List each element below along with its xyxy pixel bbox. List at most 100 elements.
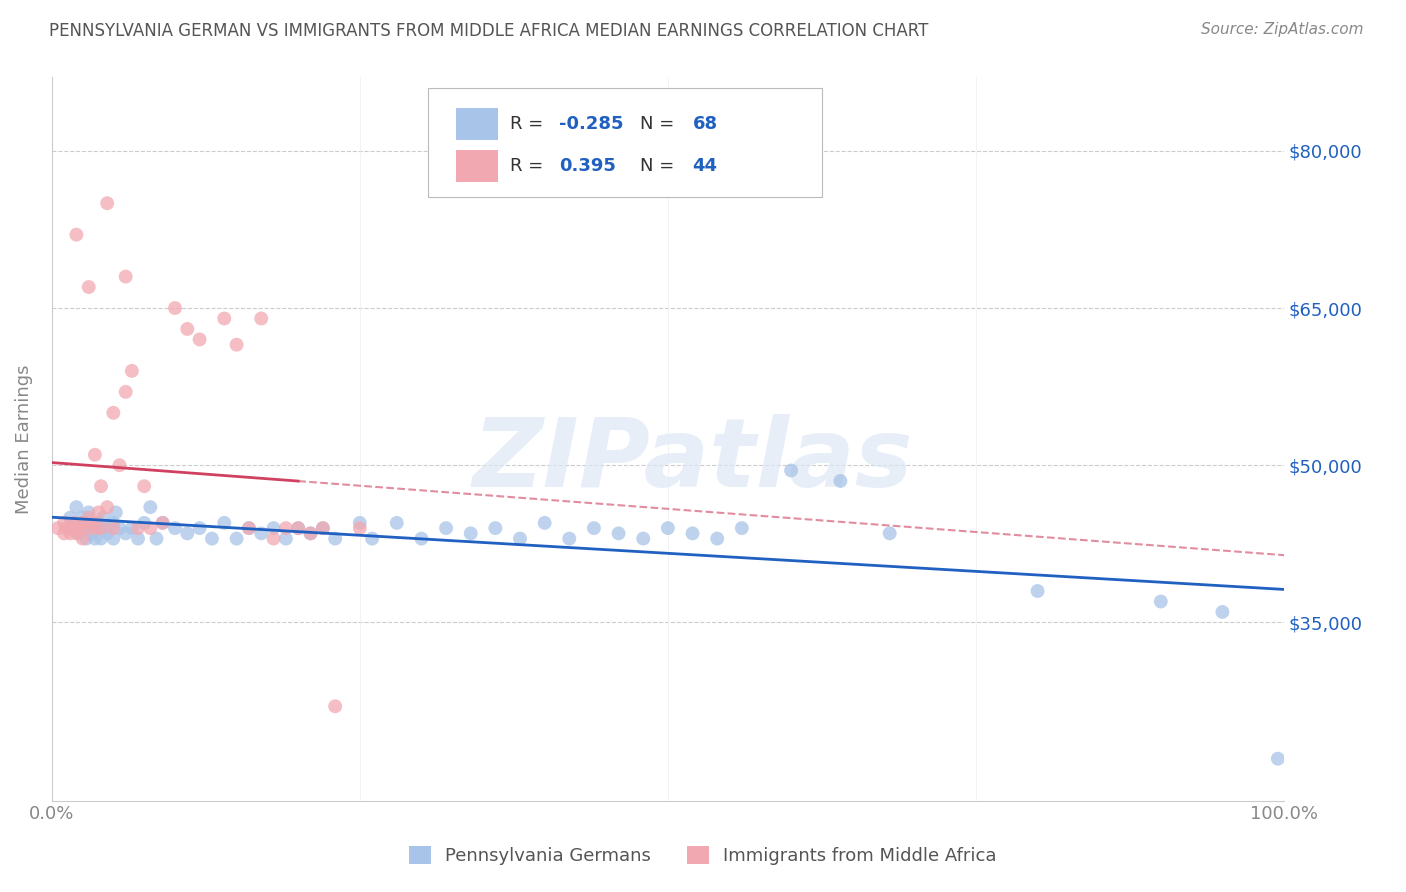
Point <box>385 516 408 530</box>
Point <box>312 521 335 535</box>
Point <box>830 474 852 488</box>
Point <box>509 532 531 546</box>
Point <box>460 526 482 541</box>
Point <box>63 516 86 530</box>
Point <box>77 505 100 519</box>
Point <box>75 532 97 546</box>
Point <box>139 500 162 515</box>
Point <box>80 516 103 530</box>
Point <box>607 526 630 541</box>
Text: ZIPatlas: ZIPatlas <box>472 414 912 508</box>
Point <box>139 521 162 535</box>
Point <box>63 516 86 530</box>
Point <box>176 526 198 541</box>
Point <box>533 516 555 530</box>
Point <box>152 516 174 530</box>
Point <box>59 510 82 524</box>
Point <box>706 532 728 546</box>
Point <box>484 521 506 535</box>
Point <box>263 521 285 535</box>
Text: R =: R = <box>510 157 550 175</box>
Point <box>349 521 371 535</box>
Point <box>67 526 90 541</box>
Point <box>77 521 100 535</box>
Point <box>65 526 87 541</box>
Point <box>104 505 127 519</box>
Point <box>114 269 136 284</box>
FancyBboxPatch shape <box>456 150 498 182</box>
Point <box>263 532 285 546</box>
Point <box>59 521 82 535</box>
Legend: Pennsylvania Germans, Immigrants from Middle Africa: Pennsylvania Germans, Immigrants from Mi… <box>401 837 1005 874</box>
FancyBboxPatch shape <box>427 88 823 197</box>
Point <box>53 526 76 541</box>
Point <box>59 526 82 541</box>
Text: PENNSYLVANIA GERMAN VS IMMIGRANTS FROM MIDDLE AFRICA MEDIAN EARNINGS CORRELATION: PENNSYLVANIA GERMAN VS IMMIGRANTS FROM M… <box>49 22 928 40</box>
Point <box>96 500 118 515</box>
Point <box>83 521 105 535</box>
Point <box>103 532 125 546</box>
Point <box>250 526 273 541</box>
Text: 68: 68 <box>693 115 717 133</box>
Point <box>349 516 371 530</box>
Point <box>90 521 112 535</box>
Point <box>96 526 118 541</box>
Point <box>77 521 100 535</box>
Y-axis label: Median Earnings: Median Earnings <box>15 364 32 514</box>
Point <box>361 532 384 546</box>
Point <box>103 516 125 530</box>
Point <box>582 521 605 535</box>
Point <box>93 510 115 524</box>
Point <box>225 532 247 546</box>
Text: N =: N = <box>640 115 679 133</box>
Point <box>299 526 322 541</box>
Point <box>127 521 149 535</box>
Point <box>67 521 90 535</box>
Point <box>1211 605 1233 619</box>
Point <box>53 516 76 530</box>
Point <box>312 521 335 535</box>
Point <box>1026 584 1049 599</box>
Point <box>250 311 273 326</box>
Point <box>46 521 69 535</box>
Point <box>201 532 224 546</box>
Point <box>90 521 112 535</box>
Point <box>631 532 654 546</box>
Point <box>238 521 260 535</box>
Point <box>72 532 94 546</box>
Text: -0.285: -0.285 <box>560 115 624 133</box>
Point <box>780 463 803 477</box>
Point <box>152 516 174 530</box>
Point <box>83 448 105 462</box>
Point <box>77 280 100 294</box>
Point <box>108 521 131 535</box>
Point <box>90 532 112 546</box>
Text: 0.395: 0.395 <box>560 157 616 175</box>
Point <box>238 521 260 535</box>
Point <box>225 337 247 351</box>
Point <box>65 227 87 242</box>
Point <box>188 521 211 535</box>
FancyBboxPatch shape <box>456 108 498 140</box>
Point <box>682 526 704 541</box>
Point <box>188 333 211 347</box>
Point <box>1267 752 1289 766</box>
Point <box>411 532 433 546</box>
Point <box>127 532 149 546</box>
Point <box>114 526 136 541</box>
Point <box>558 532 581 546</box>
Point <box>163 301 186 315</box>
Point <box>103 521 125 535</box>
Point <box>65 521 87 535</box>
Point <box>287 521 309 535</box>
Point <box>72 516 94 530</box>
Point <box>114 384 136 399</box>
Point <box>134 479 156 493</box>
Point <box>274 521 297 535</box>
Point <box>163 521 186 535</box>
Point <box>214 516 236 530</box>
Point <box>323 532 346 546</box>
Point <box>121 521 143 535</box>
Text: R =: R = <box>510 115 550 133</box>
Point <box>80 526 103 541</box>
